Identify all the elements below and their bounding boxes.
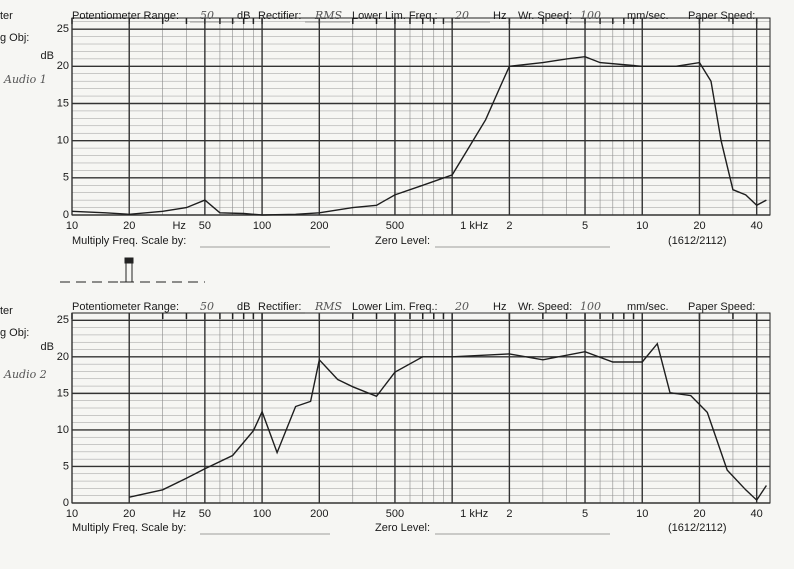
x-tick-label: 20 [693,220,705,232]
y-tick-label: 10 [57,424,69,436]
x-tick-label: 40 [751,220,763,232]
x-tick-label: 5 [582,508,588,520]
header-label: Paper Speed: [688,301,755,313]
header-label: Hz [493,10,506,22]
x-tick-label: 20 [123,220,135,232]
footer-label: Multiply Freq. Scale by: [72,235,186,247]
x-unit-label: Hz [172,508,185,520]
y-tick-label: 0 [63,209,69,221]
x-tick-label: 5 [582,220,588,232]
x-tick-label: 2 [506,508,512,520]
header-label: dB [237,10,250,22]
header-label: Wr. Speed: [518,10,572,22]
x-tick-label: 200 [310,220,328,232]
y-tick-label: 15 [57,387,69,399]
margin-label: g Obj: [0,327,29,339]
y-tick-label: 0 [63,497,69,509]
header-label: Hz [493,301,506,313]
header-label: Potentiometer Range: [72,301,179,313]
x-tick-label: 10 [636,508,648,520]
x-tick-label: 500 [386,508,404,520]
handwritten-field: 20 [454,300,469,313]
chart-title: Audio 2 [3,368,47,381]
x-tick-label: 100 [253,220,271,232]
margin-label: ter [0,305,13,317]
y-tick-label: 5 [63,172,69,184]
header-label: dB [237,301,250,313]
y-tick-label: 25 [57,23,69,35]
y-tick-label: 15 [57,97,69,109]
handwritten-field: 20 [454,9,469,22]
y-tick-label: 25 [57,314,69,326]
y-tick-label: 20 [57,60,69,72]
y-tick-label: 20 [57,351,69,363]
x-tick-label: 50 [199,220,211,232]
header-label: mm/sec. [627,10,669,22]
header-label: Rectifier: [258,10,301,22]
y-unit-label: dB [41,341,54,353]
x-tick-label: 10 [66,508,78,520]
x-tick-label: 200 [310,508,328,520]
header-label: Rectifier: [258,301,301,313]
handwritten-field: RMS [314,300,343,313]
header-label: Lower Lim. Freq.: [352,10,438,22]
y-tick-label: 5 [63,460,69,472]
header-label: Potentiometer Range: [72,10,179,22]
footer-label: (1612/2112) [668,522,727,534]
data-line [129,342,767,502]
footer-label: Zero Level: [375,235,430,247]
x-tick-label: 20 [123,508,135,520]
footer-label: Zero Level: [375,522,430,534]
footer-label: Multiply Freq. Scale by: [72,522,186,534]
margin-label: g Obj: [0,32,29,44]
y-unit-label: dB [41,50,54,62]
chart-title: Audio 1 [3,73,47,86]
x-tick-label: 50 [199,508,211,520]
pulse-symbol [60,257,205,283]
y-tick-label: 10 [57,135,69,147]
x-tick-label: 10 [66,220,78,232]
margin-label: ter [0,10,13,22]
handwritten-field: 100 [580,9,601,22]
x-tick-label: 1 kHz [460,220,488,232]
x-tick-label: 2 [506,220,512,232]
handwritten-field: 100 [580,300,601,313]
handwritten-field: 50 [200,300,214,313]
x-tick-label: 500 [386,220,404,232]
header-label: mm/sec. [627,301,669,313]
handwritten-field: 50 [200,9,214,22]
x-tick-label: 20 [693,508,705,520]
footer-label: (1612/2112) [668,235,727,247]
header-label: Paper Speed: [688,10,755,22]
x-unit-label: Hz [172,220,185,232]
header-label: Wr. Speed: [518,301,572,313]
x-tick-label: 10 [636,220,648,232]
header-label: Lower Lim. Freq.: [352,301,438,313]
x-tick-label: 1 kHz [460,508,488,520]
x-tick-label: 100 [253,508,271,520]
x-tick-label: 40 [751,508,763,520]
handwritten-field: RMS [314,9,343,22]
data-line [71,55,767,216]
